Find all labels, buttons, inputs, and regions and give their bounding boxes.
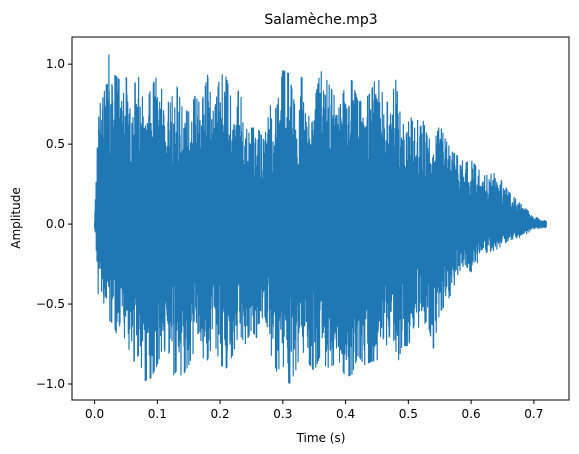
waveform-series-line xyxy=(93,54,548,384)
axes-frame xyxy=(71,36,570,401)
chart-title: Salamèche.mp3 xyxy=(264,12,377,28)
y-tick-label: −0.5 xyxy=(36,297,65,311)
y-axis-label: Amplitude xyxy=(9,187,23,249)
x-tick-label: 0.2 xyxy=(211,407,230,421)
x-tick-label: 0.4 xyxy=(336,407,355,421)
y-tick-label: 0.5 xyxy=(46,137,65,151)
x-tick-label: 0.7 xyxy=(524,407,543,421)
x-tick-label: 0.0 xyxy=(85,407,104,421)
y-tick-label: 0.0 xyxy=(46,217,65,231)
x-tick-label: 0.6 xyxy=(462,407,481,421)
x-tick-label: 0.5 xyxy=(399,407,418,421)
y-tick-label: −1.0 xyxy=(36,377,65,391)
y-tick-label: 1.0 xyxy=(46,57,65,71)
plot-area xyxy=(93,54,548,384)
x-axis-ticks: 0.0 0.1 0.2 0.3 0.4 0.5 0.6 0.7 xyxy=(85,400,543,421)
y-axis-ticks: −1.0 −0.5 0.0 0.5 1.0 xyxy=(36,57,72,391)
x-tick-label: 0.1 xyxy=(148,407,167,421)
x-axis-label: Time (s) xyxy=(296,431,346,445)
x-tick-label: 0.3 xyxy=(273,407,292,421)
